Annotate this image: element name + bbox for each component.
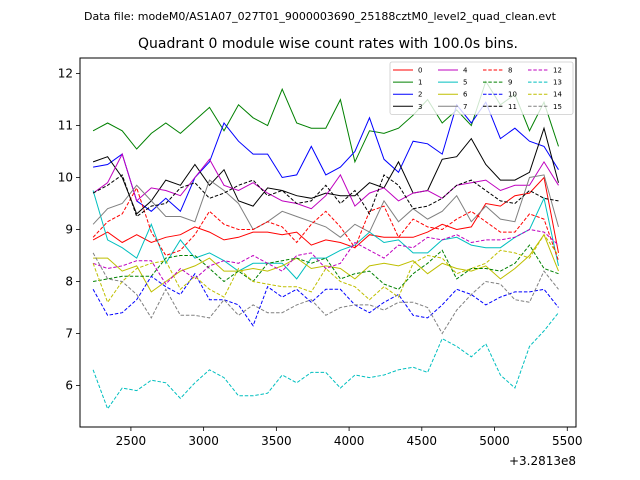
legend-label-8: 8: [508, 67, 512, 75]
legend-label-7: 7: [463, 103, 467, 111]
legend-label-0: 0: [418, 67, 422, 75]
legend-label-12: 12: [553, 67, 562, 75]
legend-box: [389, 61, 574, 115]
legend-label-3: 3: [418, 103, 422, 111]
x-tick-label-4500: 4500: [407, 434, 438, 448]
x-axis: 2500 3000 3500 4000 4500 5000 5500: [116, 427, 583, 448]
y-tick-label-10: 10: [58, 171, 73, 185]
y-tick-label-7: 7: [65, 326, 73, 340]
series-line-7: [92, 174, 559, 238]
plot-frame: [79, 57, 577, 428]
legend-label-2: 2: [418, 91, 422, 99]
series-line-9: [93, 244, 559, 290]
y-tick-label-12: 12: [58, 67, 73, 81]
y-tick-label-6: 6: [65, 378, 73, 392]
series-line-11: [92, 174, 559, 218]
y-tick-label-8: 8: [65, 274, 73, 288]
plot-lines: [92, 80, 559, 410]
series-line-6: [93, 233, 559, 293]
legend-label-13: 13: [553, 79, 562, 87]
x-tick-label-4000: 4000: [334, 434, 365, 448]
series-line-4: [92, 152, 559, 210]
legend-label-6: 6: [463, 91, 468, 99]
y-tick-label-11: 11: [58, 119, 73, 133]
series-line-12: [92, 228, 559, 285]
legend-label-14: 14: [553, 91, 562, 99]
legend-label-10: 10: [508, 91, 517, 99]
series-line-8: [92, 186, 559, 261]
x-tick-label-5500: 5500: [552, 434, 583, 448]
series-line-3: [92, 126, 559, 215]
x-tick-label-3000: 3000: [188, 434, 219, 448]
chart-title: Quadrant 0 module wise count rates with …: [138, 36, 518, 52]
legend-label-1: 1: [418, 79, 422, 87]
x-tick-label-2500: 2500: [116, 434, 147, 448]
series-line-15: [92, 252, 559, 335]
legend-label-4: 4: [463, 67, 468, 75]
x-offset-label: +3.2813e8: [509, 454, 576, 468]
data-file-header: Data file: modeM0/AS1A07_027T01_90000036…: [84, 10, 557, 23]
legend-label-15: 15: [553, 103, 562, 111]
series-line-10: [92, 272, 559, 327]
series-line-5: [92, 190, 559, 280]
legend-label-9: 9: [508, 79, 512, 87]
legend-label-5: 5: [463, 79, 467, 87]
y-axis: 6 7 8 9 10 11 12: [58, 67, 80, 392]
x-tick-label-3500: 3500: [261, 434, 292, 448]
series-line-14: [92, 233, 559, 304]
legend-label-11: 11: [508, 103, 517, 111]
y-tick-label-9: 9: [65, 223, 73, 237]
x-tick-label-5000: 5000: [479, 434, 510, 448]
